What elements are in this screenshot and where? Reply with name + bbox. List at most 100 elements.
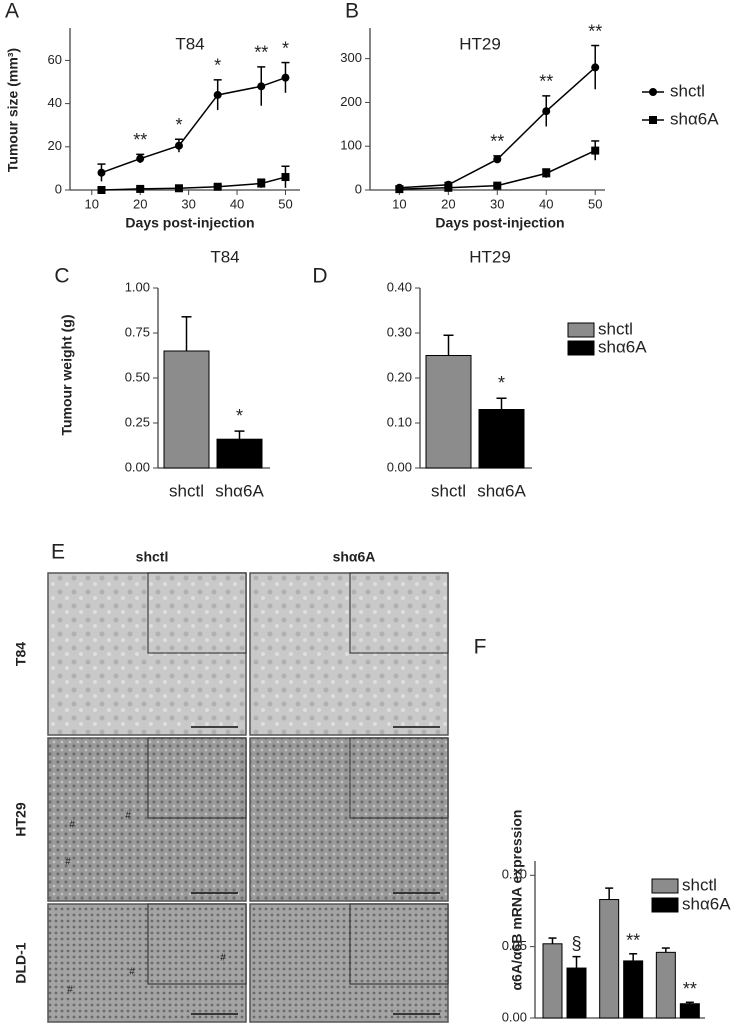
y-tick-label: 0.40 xyxy=(387,279,412,294)
point xyxy=(257,82,266,91)
micrograph-inset xyxy=(349,572,449,654)
y-tick-label: 60 xyxy=(48,52,62,67)
bar xyxy=(679,1003,700,1019)
y-axis-label: α6A/α6B mRNA expression xyxy=(509,810,525,991)
bar xyxy=(623,960,644,1019)
column-label: shα6A xyxy=(333,549,376,565)
x-tick-label: 10 xyxy=(392,196,406,211)
bar xyxy=(425,355,472,469)
micrograph-inset xyxy=(147,737,247,819)
point xyxy=(591,63,600,72)
significance: * xyxy=(175,115,182,135)
significance: ** xyxy=(490,132,504,152)
significance: * xyxy=(236,406,243,426)
micrograph-inset xyxy=(147,572,247,654)
row-label: HT29 xyxy=(13,802,29,836)
y-tick-label: 0.10 xyxy=(387,414,412,429)
y-tick-label: 1.00 xyxy=(125,279,150,294)
point xyxy=(136,154,145,163)
legend-label: shctl xyxy=(670,81,705,100)
hash-mark: # xyxy=(65,857,71,868)
legend-marker xyxy=(649,116,657,124)
point xyxy=(444,183,453,192)
point xyxy=(281,73,290,82)
y-tick-label: 40 xyxy=(48,95,62,110)
bar xyxy=(566,967,587,1019)
x-tick-label: 40 xyxy=(539,196,553,211)
legend-marker xyxy=(649,88,657,96)
point xyxy=(281,173,290,182)
micrograph-inset xyxy=(349,737,449,819)
chart-title: T84 xyxy=(210,247,239,266)
y-tick-label: 0.05 xyxy=(502,938,527,953)
significance: * xyxy=(498,373,505,393)
y-tick-label: 0.50 xyxy=(125,369,150,384)
point xyxy=(136,184,145,193)
significance: ** xyxy=(539,72,553,92)
legend-swatch xyxy=(651,878,679,894)
point xyxy=(97,186,106,194)
y-tick-label: 0.00 xyxy=(387,459,412,474)
significance: ** xyxy=(133,130,147,150)
panel-label: E xyxy=(51,541,65,564)
point xyxy=(395,185,404,194)
series-line xyxy=(101,76,286,174)
bar xyxy=(542,943,563,1019)
legend-swatch xyxy=(567,322,595,338)
legend-label: shα6A xyxy=(670,109,719,128)
point xyxy=(213,182,222,191)
y-axis-label: Tumour size (mm³) xyxy=(5,48,21,172)
significance: ** xyxy=(683,979,697,999)
point xyxy=(542,169,551,178)
x-tick-label: shctl xyxy=(169,481,204,500)
x-tick-label: 40 xyxy=(230,196,244,211)
micrograph-inset xyxy=(147,903,247,985)
hash-mark: # xyxy=(129,967,135,978)
series-line xyxy=(101,176,286,191)
y-tick-label: 0.10 xyxy=(502,867,527,882)
x-axis-label: Days post-injection xyxy=(125,215,254,231)
x-tick-label: 20 xyxy=(441,196,455,211)
significance: § xyxy=(571,933,581,953)
hash-mark: # xyxy=(69,820,75,831)
panel-label: F xyxy=(474,636,487,659)
x-tick-label: 50 xyxy=(278,196,292,211)
legend-label: shα6A xyxy=(598,337,647,356)
hash-mark: # xyxy=(67,985,73,996)
point xyxy=(174,184,183,193)
chart-title: T84 xyxy=(175,34,204,53)
bar xyxy=(655,951,676,1019)
legend-label: shα6A xyxy=(682,894,731,913)
x-tick-label: 10 xyxy=(85,196,99,211)
hash-mark: # xyxy=(220,953,226,964)
legend-label: shctl xyxy=(682,875,717,894)
y-tick-label: 100 xyxy=(340,138,362,153)
point xyxy=(591,146,600,155)
point xyxy=(493,181,502,190)
bar xyxy=(216,438,263,469)
chart-title: HT29 xyxy=(459,34,501,53)
point xyxy=(257,179,266,188)
point xyxy=(174,141,183,150)
y-tick-label: 0.30 xyxy=(387,324,412,339)
panel-label: B xyxy=(345,0,359,23)
y-tick-label: 0 xyxy=(355,181,362,196)
y-tick-label: 200 xyxy=(340,94,362,109)
legend-label: shctl xyxy=(598,319,633,338)
y-tick-label: 0.00 xyxy=(502,1009,527,1024)
point xyxy=(493,155,502,164)
point xyxy=(97,168,106,177)
panel-label: C xyxy=(54,265,69,288)
panel-label: A xyxy=(5,0,19,23)
x-tick-label: 30 xyxy=(490,196,504,211)
legend-swatch xyxy=(651,897,679,913)
chart-title: HT29 xyxy=(469,247,511,266)
y-tick-label: 0.75 xyxy=(125,324,150,339)
x-tick-label: shα6A xyxy=(477,481,526,500)
y-tick-label: 0.20 xyxy=(387,369,412,384)
x-tick-label: 20 xyxy=(133,196,147,211)
y-tick-label: 0.25 xyxy=(125,414,150,429)
x-tick-label: 30 xyxy=(181,196,195,211)
hash-mark: # xyxy=(125,811,131,822)
